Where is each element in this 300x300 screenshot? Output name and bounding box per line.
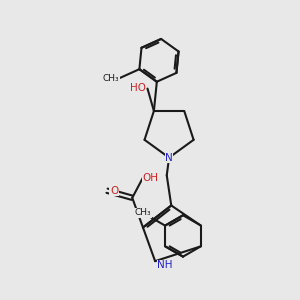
Text: N: N <box>165 153 173 163</box>
Text: OH: OH <box>143 173 159 183</box>
Text: CH₃: CH₃ <box>103 74 119 82</box>
Text: CH₃: CH₃ <box>134 208 151 217</box>
Text: HO: HO <box>130 82 146 93</box>
Text: O: O <box>110 186 118 196</box>
Text: NH: NH <box>157 260 173 270</box>
